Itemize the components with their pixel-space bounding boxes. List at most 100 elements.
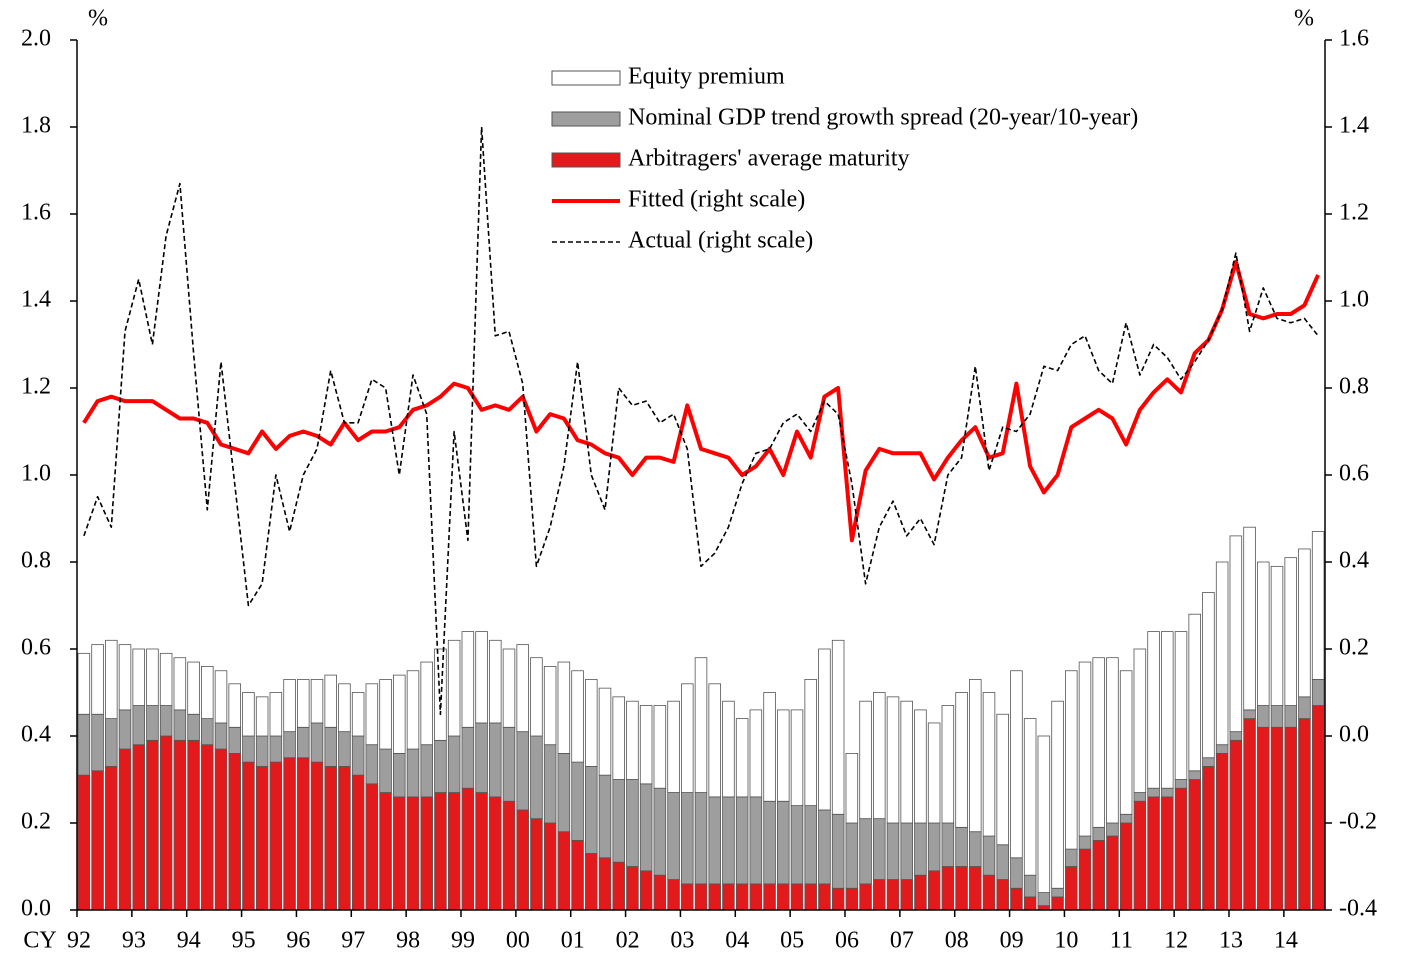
bar-segment bbox=[667, 700, 680, 793]
x-tick-label: 96 bbox=[286, 928, 310, 954]
bar-segment bbox=[1037, 735, 1051, 894]
bar-segment bbox=[105, 718, 118, 767]
bar-segment bbox=[1298, 696, 1311, 719]
bar-segment bbox=[310, 722, 324, 763]
bar-segment bbox=[1311, 679, 1325, 706]
bar-segment bbox=[1188, 779, 1201, 911]
bar-segment bbox=[489, 796, 502, 911]
bar-segment bbox=[708, 883, 721, 911]
bar-segment bbox=[955, 826, 968, 867]
bar-segment bbox=[1229, 731, 1243, 741]
bar-segment bbox=[365, 783, 379, 911]
bar-segment bbox=[105, 766, 118, 911]
bar-segment bbox=[1229, 535, 1243, 733]
bar-segment bbox=[338, 731, 351, 767]
bar-segment bbox=[1092, 657, 1105, 828]
y2-tick-label: 0.4 bbox=[1339, 548, 1369, 574]
bar-segment bbox=[790, 805, 804, 885]
bar-segment bbox=[77, 774, 91, 911]
bar-segment bbox=[969, 679, 982, 833]
bar-segment bbox=[132, 648, 145, 706]
bar-segment bbox=[1202, 592, 1215, 759]
bar-segment bbox=[1202, 757, 1215, 767]
legend-swatch bbox=[551, 111, 621, 127]
bar-segment bbox=[749, 796, 763, 885]
bar-segment bbox=[461, 631, 475, 728]
y-tick-label: 1.0 bbox=[21, 461, 51, 487]
bar-segment bbox=[653, 874, 667, 911]
y-tick-label: 0.4 bbox=[21, 722, 51, 748]
bar-segment bbox=[681, 792, 694, 885]
bar-segment bbox=[927, 722, 941, 824]
bar-segment bbox=[543, 744, 557, 824]
bar-segment bbox=[214, 670, 228, 724]
bar-segment bbox=[955, 866, 968, 911]
x-tick-label: 05 bbox=[780, 928, 804, 954]
bar-segment bbox=[571, 670, 584, 763]
bar-segment bbox=[818, 809, 831, 885]
bar-segment bbox=[1133, 792, 1147, 802]
bar-segment bbox=[338, 766, 351, 911]
x-tick-label: 13 bbox=[1219, 928, 1243, 954]
bar-segment bbox=[379, 748, 392, 793]
bar-segment bbox=[804, 883, 817, 911]
y2-unit: % bbox=[1294, 6, 1314, 32]
bar-segment bbox=[639, 870, 653, 911]
bar-segment bbox=[1078, 848, 1092, 911]
bar-segment bbox=[1215, 753, 1229, 911]
bar-segment bbox=[1147, 631, 1160, 789]
bar-segment bbox=[173, 739, 187, 911]
bar-segment bbox=[694, 657, 708, 793]
bar-segment bbox=[1188, 770, 1201, 780]
bar-segment bbox=[763, 883, 776, 911]
bar-segment bbox=[434, 648, 447, 741]
bar-segment bbox=[982, 692, 996, 837]
x-prefix: CY bbox=[23, 928, 56, 954]
bar-segment bbox=[1065, 866, 1078, 911]
bar-segment bbox=[447, 792, 461, 911]
legend-label: Equity premium bbox=[628, 64, 785, 90]
bar-segment bbox=[146, 705, 159, 741]
bar-segment bbox=[804, 679, 817, 807]
bar-segment bbox=[777, 883, 790, 911]
bar-segment bbox=[406, 796, 420, 911]
y2-tick-label: -0.2 bbox=[1339, 809, 1377, 835]
y-tick-label: 1.6 bbox=[21, 200, 51, 226]
line-series bbox=[82, 259, 1320, 543]
bar-segment bbox=[694, 792, 708, 885]
bar-segment bbox=[735, 883, 749, 911]
bar-segment bbox=[585, 679, 598, 767]
bar-segment bbox=[379, 792, 392, 911]
bar-segment bbox=[91, 644, 104, 715]
bar-segment bbox=[1023, 874, 1037, 898]
bar-segment bbox=[749, 883, 763, 911]
bar-segment bbox=[91, 713, 104, 772]
y2-tick-label: 0.0 bbox=[1339, 722, 1369, 748]
bar-segment bbox=[859, 700, 872, 820]
bar-segment bbox=[201, 718, 214, 746]
bar-segment bbox=[1023, 718, 1037, 876]
bar-segment bbox=[804, 805, 817, 885]
bar-segment bbox=[118, 709, 132, 750]
bar-segment bbox=[1161, 631, 1174, 789]
bar-segment bbox=[1106, 835, 1119, 911]
bar-segment bbox=[1311, 531, 1325, 680]
bar-segment bbox=[1257, 561, 1270, 706]
bar-segment bbox=[598, 774, 612, 859]
bar-segment bbox=[159, 652, 173, 706]
bar-segment bbox=[1270, 565, 1284, 706]
bar-segment bbox=[639, 783, 653, 872]
bar-segment bbox=[543, 666, 557, 746]
bar-segment bbox=[681, 883, 694, 911]
bar-segment bbox=[228, 753, 241, 911]
bar-segment bbox=[571, 840, 584, 911]
bar-segment bbox=[1078, 835, 1092, 850]
x-tick-label: 94 bbox=[177, 928, 201, 954]
bar-segment bbox=[214, 748, 228, 911]
y2-tick-label: 0.8 bbox=[1339, 374, 1369, 400]
line-series bbox=[83, 126, 1319, 716]
bar-segment bbox=[255, 696, 269, 737]
bar-segment bbox=[941, 866, 955, 911]
bar-segment bbox=[379, 679, 392, 750]
bar-segment bbox=[118, 748, 132, 911]
